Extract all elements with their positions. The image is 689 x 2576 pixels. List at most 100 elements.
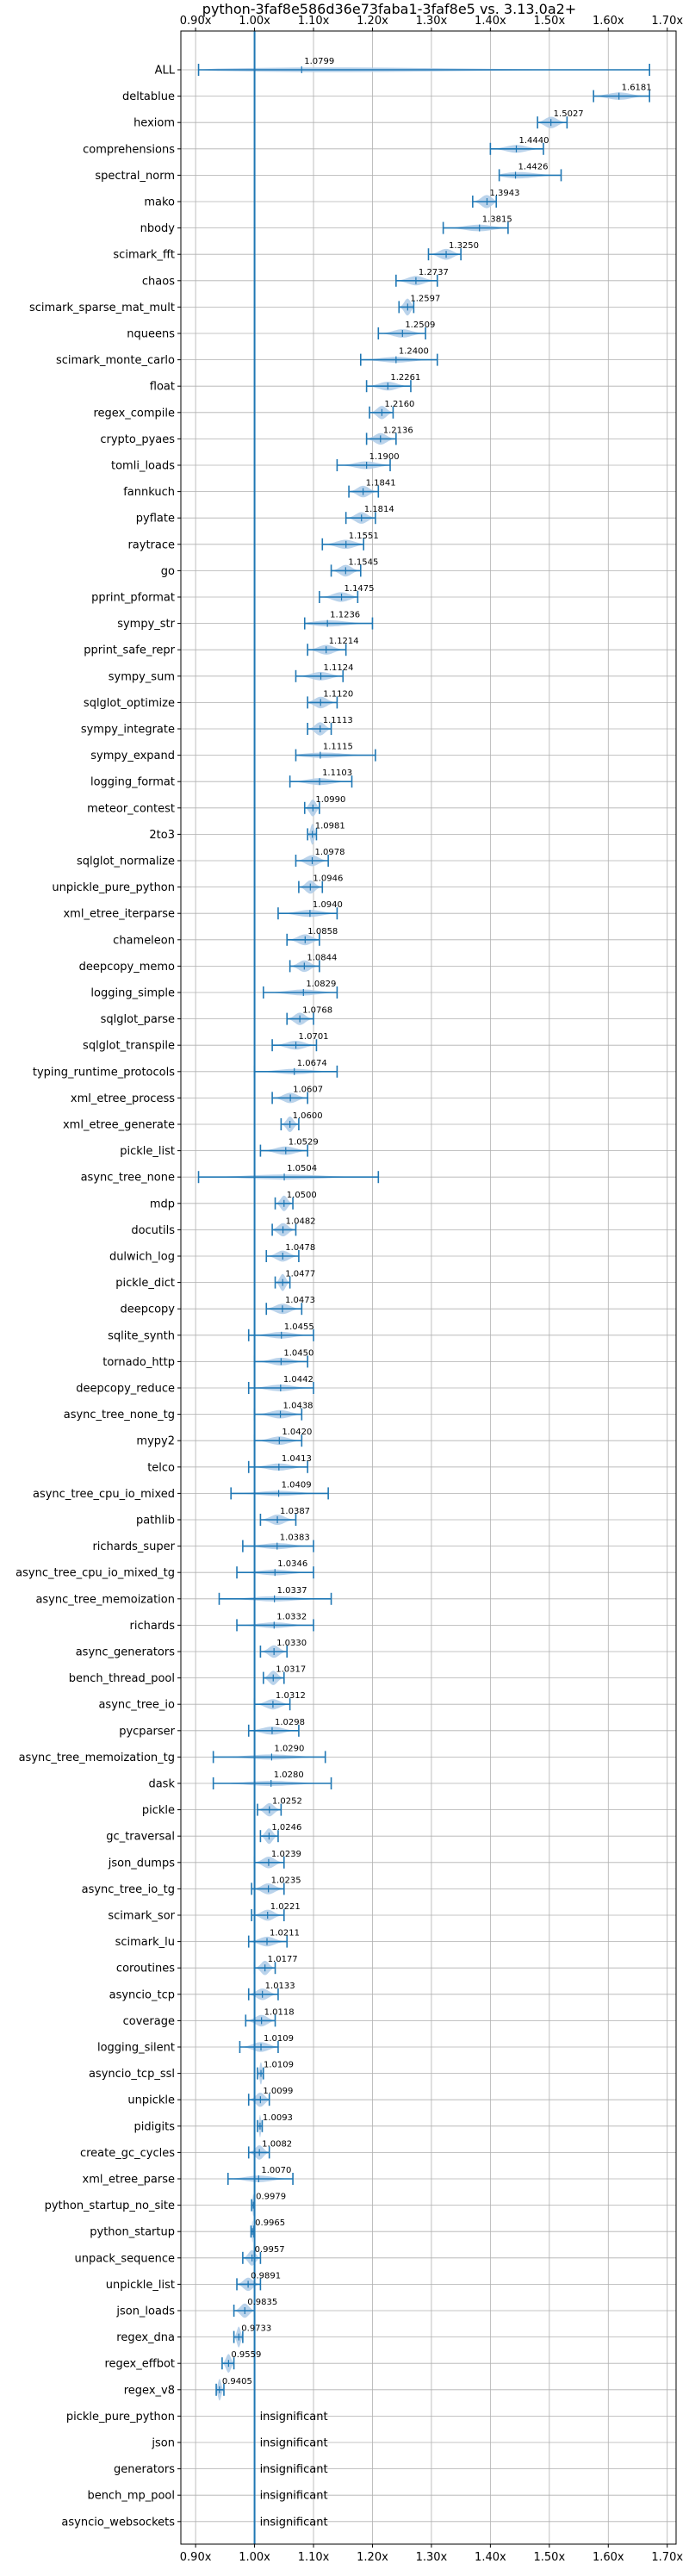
x-tick-label-bottom: 0.90x — [180, 2551, 212, 2564]
value-label: 1.1124 — [324, 663, 354, 673]
category-label: async_tree_none_tg — [64, 1409, 175, 1422]
category-label: crypto_pyaes — [100, 433, 175, 446]
category-label: telco — [147, 1461, 175, 1474]
category-label: async_tree_memoization_tg — [19, 1752, 175, 1764]
x-tick-label-bottom: 1.10x — [298, 2551, 330, 2564]
insignificant-label: insignificant — [260, 2516, 328, 2529]
chart-title: python-3faf8e586d36e73faba1-3faf8e5 vs. … — [202, 1, 576, 17]
category-label: async_tree_cpu_io_mixed_tg — [16, 1567, 175, 1580]
category-label: mako — [144, 196, 175, 209]
category-label: richards_super — [92, 1540, 175, 1553]
value-label: 1.0600 — [293, 1111, 323, 1121]
category-label: regex_compile — [93, 407, 175, 420]
category-label: xml_etree_generate — [63, 1119, 175, 1132]
category-label: scimark_lu — [115, 1936, 175, 1949]
value-label: 0.9835 — [247, 2298, 277, 2307]
grid-layer — [181, 31, 676, 2544]
category-label: unpickle_list — [106, 2279, 175, 2292]
category-label: regex_effbot — [104, 2358, 175, 2371]
value-label: 1.0701 — [299, 1032, 329, 1042]
category-label: sympy_expand — [90, 750, 175, 762]
value-label: 1.0317 — [276, 1665, 306, 1675]
category-label: unpickle_pure_python — [52, 881, 175, 894]
category-label: deepcopy_reduce — [76, 1383, 175, 1396]
category-label: docutils — [131, 1224, 175, 1237]
category-label: coroutines — [116, 1963, 175, 1976]
value-label: 1.0420 — [282, 1428, 312, 1437]
value-label: 0.9559 — [231, 2350, 261, 2360]
category-label: pickle_list — [120, 1145, 175, 1158]
value-label: 1.2597 — [410, 294, 440, 303]
category-label: mdp — [150, 1198, 175, 1210]
category-label: pickle_pure_python — [66, 2411, 175, 2424]
value-label: 1.4440 — [518, 136, 549, 146]
value-label: 1.0312 — [276, 1691, 306, 1701]
category-label: logging_silent — [97, 2042, 175, 2055]
insignificant-label: insignificant — [260, 2437, 328, 2450]
x-tick-label-bottom: 1.00x — [239, 2551, 270, 2564]
value-label: 1.3815 — [482, 215, 512, 225]
category-label: nqueens — [127, 328, 175, 341]
value-label: 1.0674 — [297, 1059, 327, 1068]
value-label: 1.0109 — [264, 2061, 294, 2070]
category-label: sqlite_synth — [108, 1329, 175, 1342]
value-label: 1.4426 — [518, 162, 549, 171]
category-label: pickle — [142, 1804, 175, 1817]
category-label: fannkuch — [123, 486, 175, 499]
value-label: 1.0346 — [277, 1559, 307, 1569]
category-label: python_startup_no_site — [45, 2200, 175, 2212]
value-label: 1.1120 — [323, 689, 353, 699]
category-label: dulwich_log — [109, 1251, 175, 1264]
category-label: richards — [130, 1620, 176, 1633]
value-label: 1.2509 — [405, 320, 435, 330]
x-tick-label-bottom: 1.50x — [534, 2551, 566, 2564]
value-label: 1.0438 — [283, 1402, 313, 1411]
category-label: chaos — [142, 275, 175, 288]
value-label: 1.1545 — [348, 557, 378, 567]
category-label: pidigits — [134, 2120, 176, 2133]
category-label: spectral_norm — [95, 170, 175, 183]
x-tick-label-top: 1.60x — [593, 15, 624, 28]
value-label: 1.3250 — [449, 241, 479, 251]
value-label: 1.1841 — [366, 479, 396, 488]
value-label: 1.0946 — [313, 874, 343, 884]
category-label: xml_etree_iterparse — [63, 908, 175, 921]
category-label: pycparser — [119, 1725, 175, 1738]
value-label: 1.0529 — [289, 1138, 319, 1148]
value-label: 1.0235 — [271, 1876, 301, 1885]
category-label: pprint_safe_repr — [84, 644, 175, 657]
value-label: 0.9957 — [255, 2245, 285, 2255]
value-label: 1.0221 — [270, 1902, 301, 1912]
category-label: python_startup — [90, 2226, 175, 2239]
category-label: sqlglot_parse — [101, 1013, 175, 1026]
value-label: 1.0768 — [302, 1006, 332, 1016]
value-label: 1.2737 — [419, 268, 449, 277]
value-label: 1.1115 — [323, 743, 353, 752]
x-tick-label-top: 1.50x — [534, 15, 566, 28]
x-tick-label-top: 1.20x — [357, 15, 388, 28]
value-label: 1.0070 — [261, 2166, 291, 2175]
x-tick-label-bottom: 1.20x — [357, 2551, 388, 2564]
value-label: 1.0829 — [306, 980, 336, 989]
value-label: 1.0109 — [264, 2034, 294, 2044]
value-label: 1.0332 — [276, 1612, 307, 1621]
x-tick-label-bottom: 1.60x — [593, 2551, 624, 2564]
value-label: 1.0504 — [287, 1164, 317, 1173]
value-label: 1.1475 — [344, 584, 375, 594]
category-label: nbody — [140, 222, 176, 235]
value-label: 1.3943 — [489, 189, 519, 198]
category-label: sqlglot_optimize — [84, 697, 175, 710]
category-label: regex_v8 — [124, 2384, 175, 2397]
value-label: 1.0177 — [268, 1955, 298, 1964]
category-label: json_dumps — [108, 1857, 175, 1870]
category-label: go — [161, 565, 175, 578]
category-label: comprehensions — [83, 143, 175, 156]
category-label: bench_thread_pool — [69, 1672, 175, 1685]
violin-layer — [197, 31, 650, 2544]
category-label: logging_format — [90, 776, 175, 789]
value-label: 0.9979 — [256, 2193, 286, 2202]
category-label: 2to3 — [149, 829, 175, 842]
x-tick-label-top: 1.40x — [475, 15, 506, 28]
